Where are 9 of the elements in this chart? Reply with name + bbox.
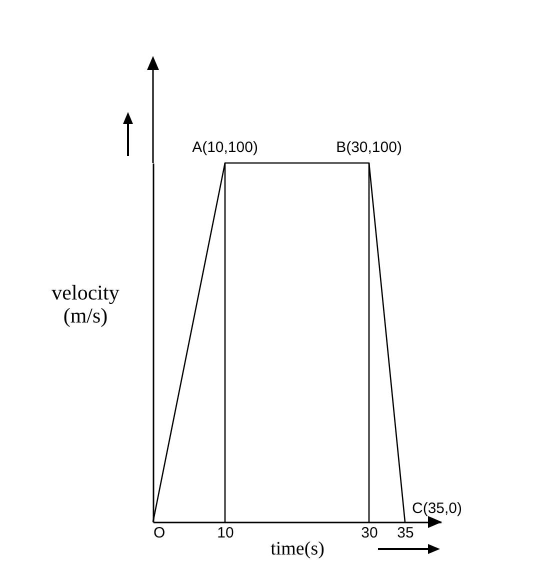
x-tick-label: O (154, 524, 166, 542)
x-tick-label: 30 (361, 524, 378, 542)
y-axis-title: velocity (m/s) (52, 280, 120, 328)
annotation: C(35,0) (412, 500, 462, 517)
x-tick-label: 10 (217, 524, 234, 542)
x-axis-title: time(s) (270, 538, 324, 560)
annotation: B(30,100) (336, 139, 402, 156)
annotation: A(10,100) (192, 139, 258, 156)
x-tick-label: 35 (397, 524, 414, 542)
